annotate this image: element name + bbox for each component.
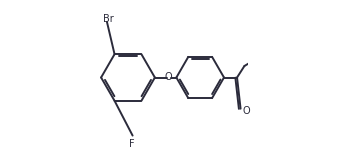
- Text: F: F: [129, 139, 135, 149]
- Text: O: O: [165, 73, 172, 82]
- Text: O: O: [242, 106, 250, 115]
- Text: Br: Br: [103, 14, 114, 24]
